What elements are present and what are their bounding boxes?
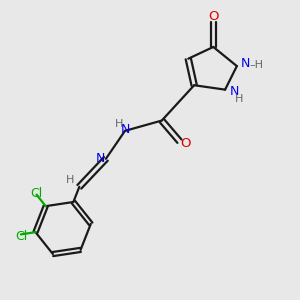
Text: H: H xyxy=(66,175,74,185)
Text: –H: –H xyxy=(249,61,263,70)
Text: O: O xyxy=(181,137,191,150)
Text: N: N xyxy=(96,152,105,165)
Text: Cl: Cl xyxy=(30,187,43,200)
Text: H: H xyxy=(235,94,243,104)
Text: O: O xyxy=(208,10,219,23)
Text: N: N xyxy=(230,85,239,98)
Text: H: H xyxy=(115,119,123,129)
Text: Cl: Cl xyxy=(15,230,27,243)
Text: N: N xyxy=(240,57,250,70)
Text: N: N xyxy=(120,123,130,136)
